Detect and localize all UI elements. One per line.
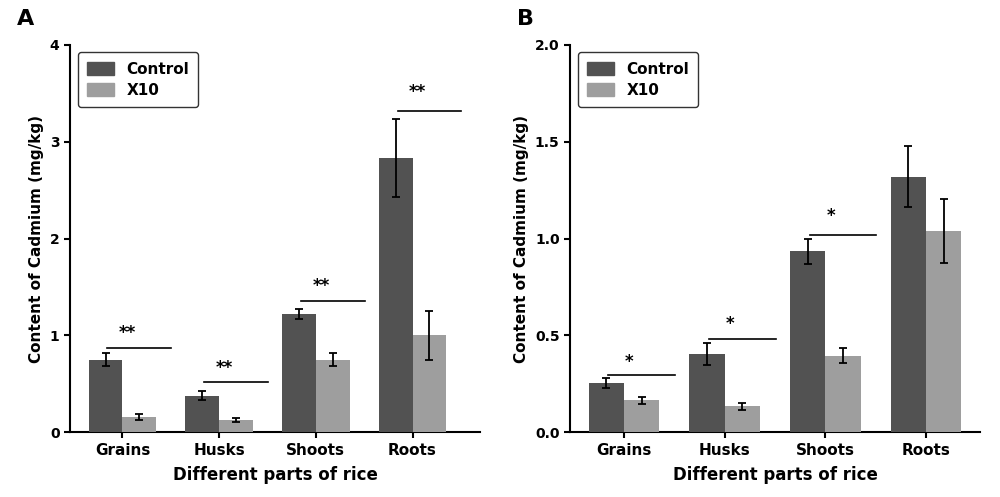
- Text: B: B: [517, 9, 534, 29]
- Text: *: *: [826, 207, 835, 225]
- Text: **: **: [409, 83, 426, 101]
- Text: *: *: [625, 353, 633, 371]
- Text: **: **: [216, 359, 233, 377]
- Text: **: **: [119, 324, 136, 342]
- Bar: [122, 417, 156, 432]
- Bar: [725, 406, 760, 432]
- Bar: [89, 360, 122, 432]
- Bar: [219, 420, 253, 432]
- Bar: [825, 356, 861, 432]
- X-axis label: Different parts of rice: Different parts of rice: [173, 466, 377, 484]
- X-axis label: Different parts of rice: Different parts of rice: [673, 466, 877, 484]
- Bar: [589, 383, 624, 432]
- Legend: Control, X10: Control, X10: [78, 52, 198, 107]
- Text: A: A: [17, 9, 34, 29]
- Bar: [689, 354, 725, 432]
- Bar: [413, 335, 446, 432]
- Bar: [185, 396, 219, 432]
- Bar: [926, 231, 961, 432]
- Bar: [790, 251, 825, 432]
- Bar: [282, 314, 316, 432]
- Bar: [891, 176, 926, 432]
- Y-axis label: Content of Cadmium (mg/kg): Content of Cadmium (mg/kg): [29, 115, 44, 362]
- Text: **: **: [312, 277, 330, 295]
- Bar: [316, 360, 350, 432]
- Legend: Control, X10: Control, X10: [578, 52, 698, 107]
- Bar: [624, 401, 659, 432]
- Y-axis label: Content of Cadmium (mg/kg): Content of Cadmium (mg/kg): [514, 115, 529, 362]
- Bar: [379, 158, 413, 432]
- Text: *: *: [726, 315, 734, 332]
